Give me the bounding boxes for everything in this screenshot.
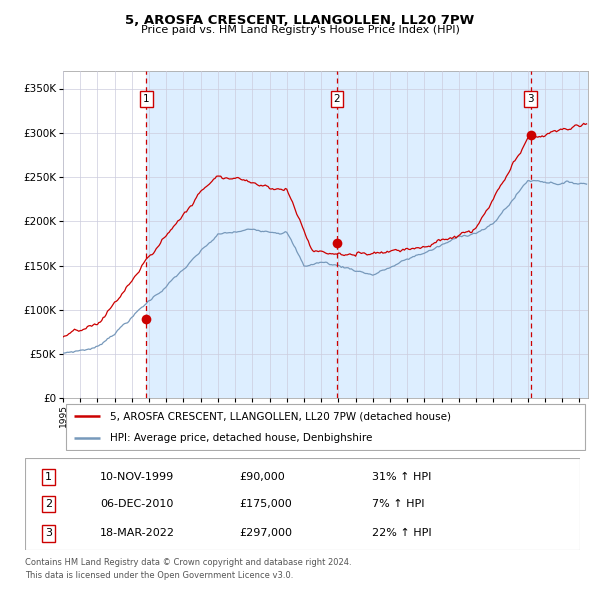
Text: 2: 2 bbox=[334, 94, 340, 104]
Text: 10-NOV-1999: 10-NOV-1999 bbox=[100, 472, 175, 481]
Text: 7% ↑ HPI: 7% ↑ HPI bbox=[372, 499, 425, 509]
Text: Price paid vs. HM Land Registry's House Price Index (HPI): Price paid vs. HM Land Registry's House … bbox=[140, 25, 460, 35]
Text: 3: 3 bbox=[45, 529, 52, 539]
Text: 5, AROSFA CRESCENT, LLANGOLLEN, LL20 7PW (detached house): 5, AROSFA CRESCENT, LLANGOLLEN, LL20 7PW… bbox=[110, 411, 451, 421]
Text: 31% ↑ HPI: 31% ↑ HPI bbox=[372, 472, 431, 481]
Text: Contains HM Land Registry data © Crown copyright and database right 2024.: Contains HM Land Registry data © Crown c… bbox=[25, 558, 352, 566]
FancyBboxPatch shape bbox=[25, 458, 580, 550]
Text: 1: 1 bbox=[143, 94, 149, 104]
Text: £90,000: £90,000 bbox=[239, 472, 284, 481]
Text: £297,000: £297,000 bbox=[239, 529, 292, 539]
Text: This data is licensed under the Open Government Licence v3.0.: This data is licensed under the Open Gov… bbox=[25, 571, 293, 579]
Text: £175,000: £175,000 bbox=[239, 499, 292, 509]
Text: 3: 3 bbox=[527, 94, 534, 104]
Text: 18-MAR-2022: 18-MAR-2022 bbox=[100, 529, 175, 539]
Bar bbox=[530, 71, 588, 398]
Text: 06-DEC-2010: 06-DEC-2010 bbox=[100, 499, 173, 509]
Text: 5, AROSFA CRESCENT, LLANGOLLEN, LL20 7PW: 5, AROSFA CRESCENT, LLANGOLLEN, LL20 7PW bbox=[125, 14, 475, 27]
FancyBboxPatch shape bbox=[65, 404, 586, 450]
Text: 2: 2 bbox=[45, 499, 52, 509]
Bar bbox=[146, 71, 337, 398]
Text: 22% ↑ HPI: 22% ↑ HPI bbox=[372, 529, 432, 539]
Bar bbox=[337, 71, 530, 398]
Text: 1: 1 bbox=[45, 472, 52, 481]
Text: HPI: Average price, detached house, Denbighshire: HPI: Average price, detached house, Denb… bbox=[110, 433, 373, 443]
